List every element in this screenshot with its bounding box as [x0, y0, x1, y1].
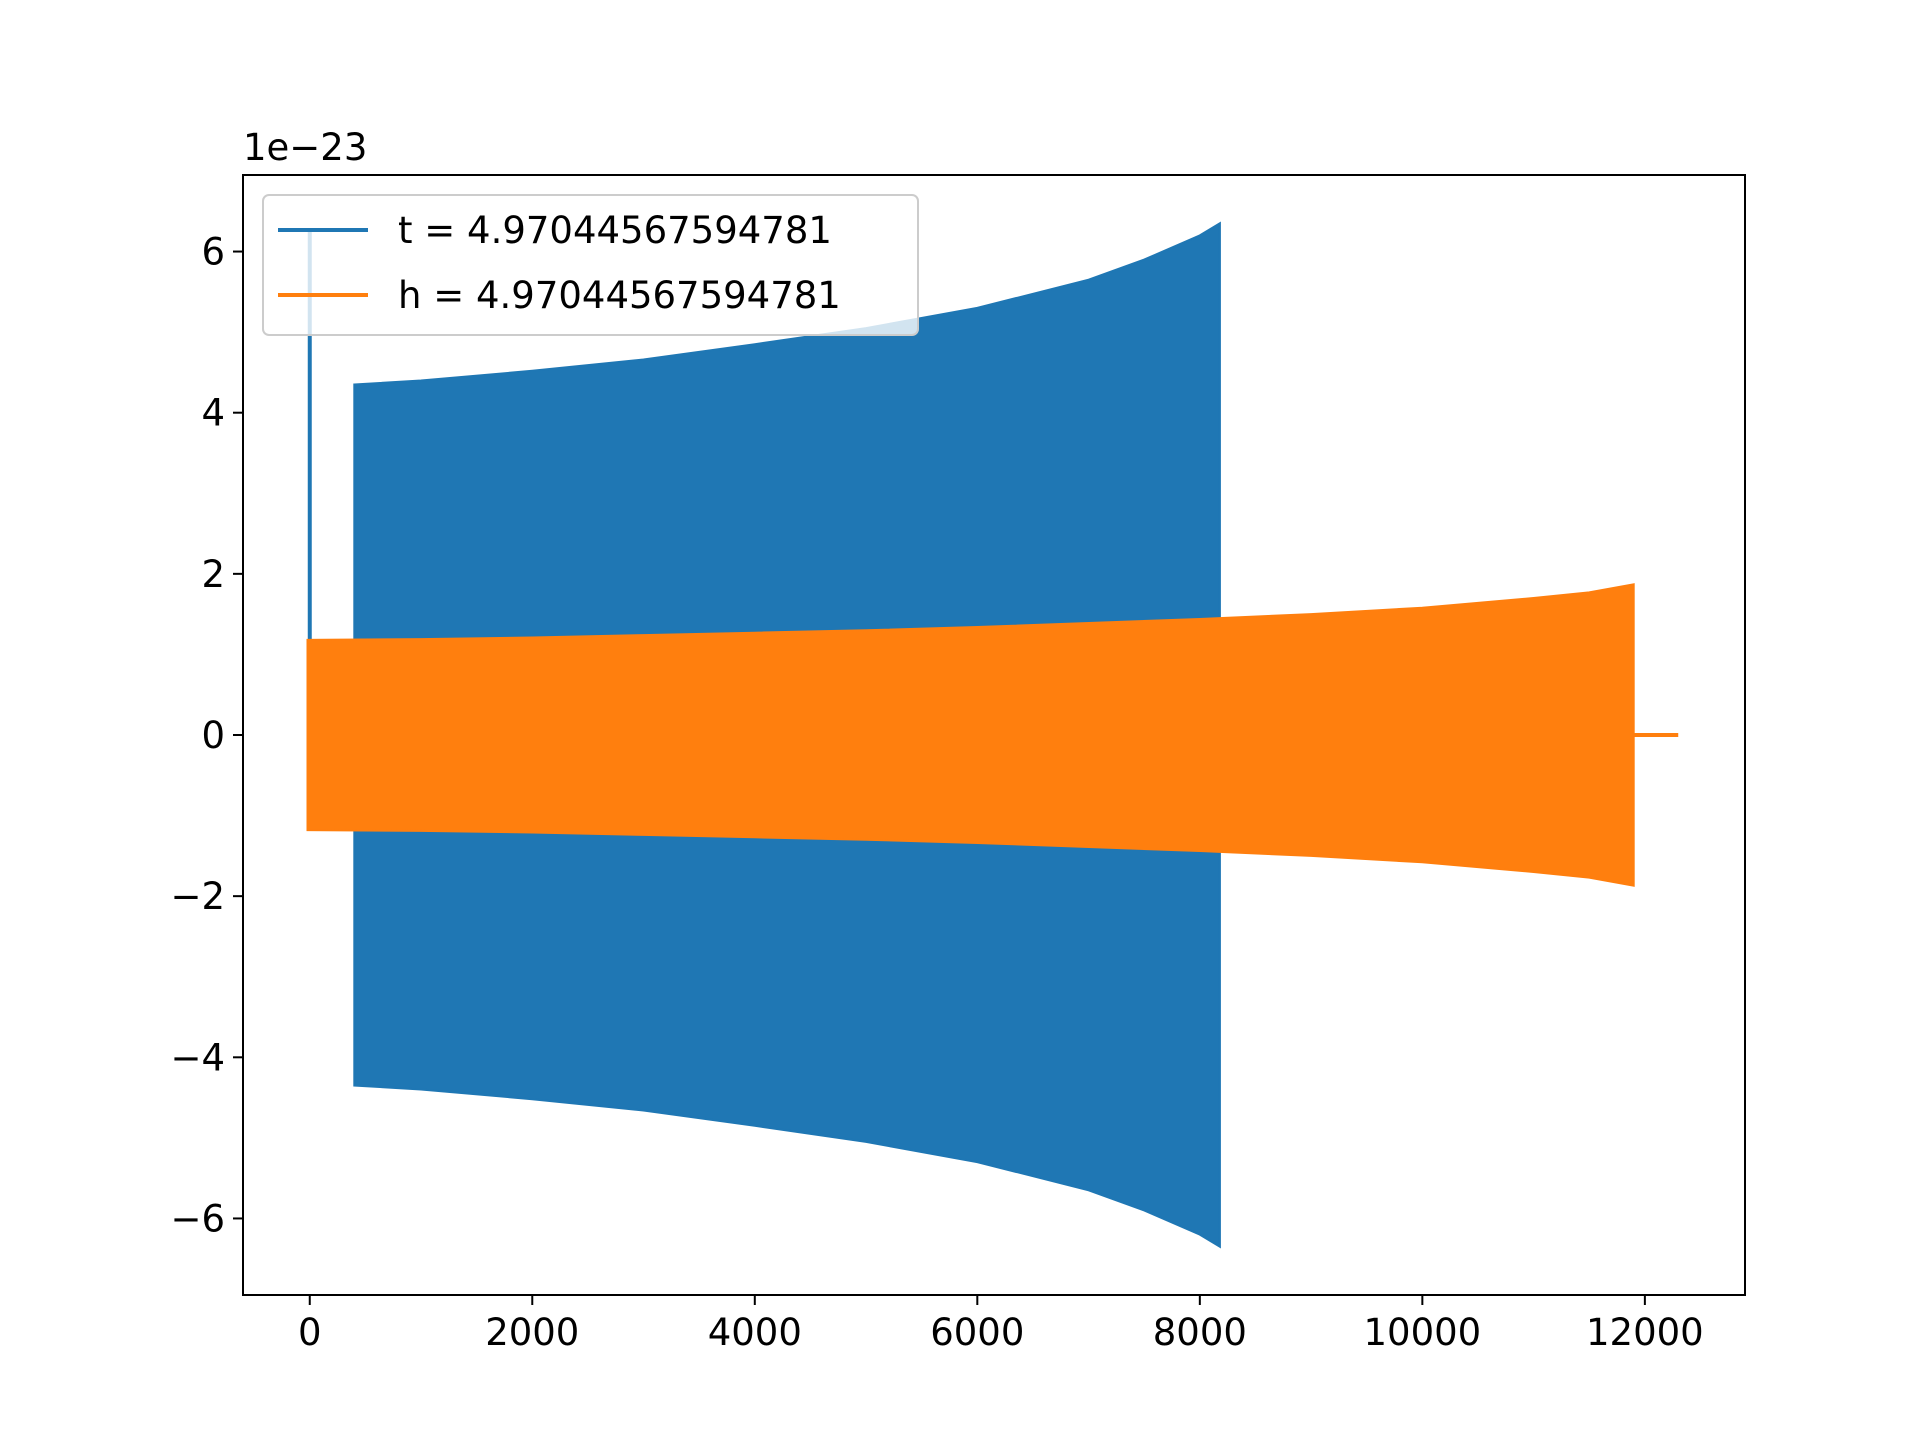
- x-tick-label: 10000: [1363, 1311, 1481, 1354]
- y-tick-label: 4: [201, 392, 225, 435]
- y-offset-label: 1e−23: [243, 126, 367, 169]
- legend-label: h = 4.97044567594781: [398, 274, 841, 317]
- y-tick-label: −4: [170, 1036, 225, 1079]
- series-layer: [306, 221, 1679, 1249]
- x-tick-label: 6000: [930, 1311, 1024, 1354]
- x-tick-label: 8000: [1153, 1311, 1247, 1354]
- x-tick-label: 12000: [1586, 1311, 1704, 1354]
- y-tick-label: 0: [201, 714, 225, 757]
- y-axis: 6 4 2 0 −2 −4 −6: [170, 231, 243, 1240]
- y-tick-label: −6: [170, 1197, 225, 1240]
- x-tick-label: 2000: [485, 1311, 579, 1354]
- x-tick-label: 4000: [708, 1311, 802, 1354]
- legend-box: [262, 194, 919, 336]
- x-axis: 0 2000 4000 6000 8000 10000 12000: [298, 1295, 1704, 1354]
- y-tick-label: 6: [201, 231, 225, 274]
- x-tick-label: 0: [298, 1311, 322, 1354]
- series-h-band: [306, 583, 1635, 887]
- legend: t = 4.97044567594781 h = 4.97044567594781: [262, 194, 919, 336]
- y-tick-label: −2: [170, 875, 225, 918]
- y-tick-label: 2: [201, 553, 225, 596]
- legend-label: t = 4.97044567594781: [398, 209, 832, 252]
